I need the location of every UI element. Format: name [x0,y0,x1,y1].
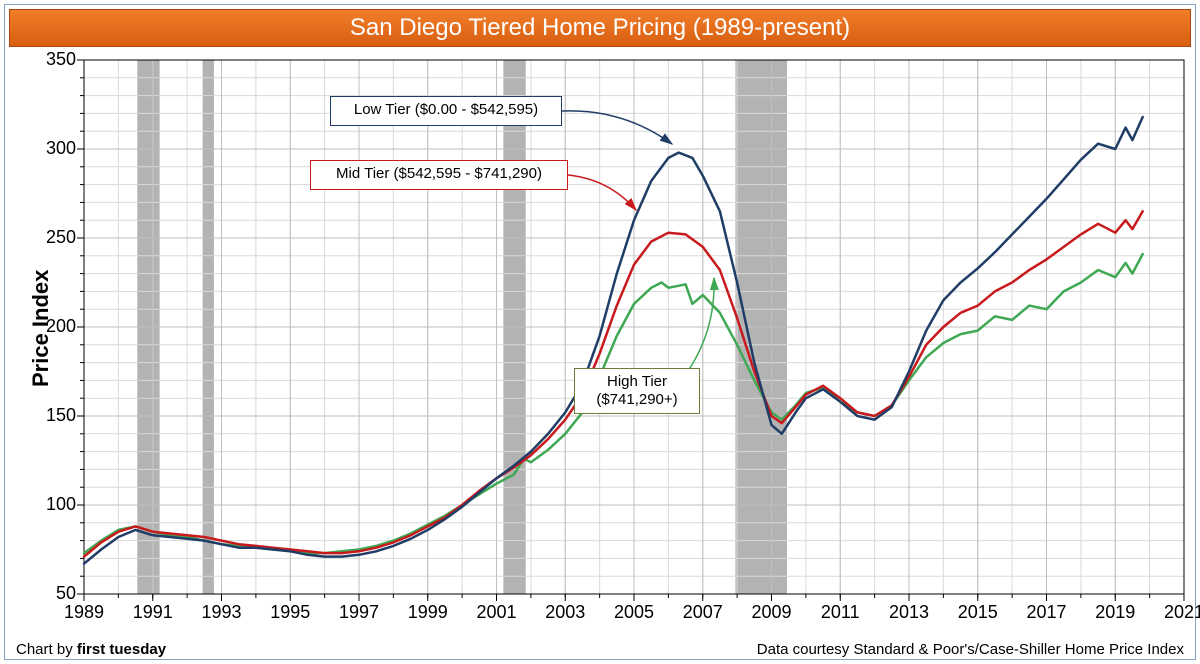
y-tick-label: 300 [26,138,76,159]
y-tick-label: 100 [26,494,76,515]
credit-left-prefix: Chart by [16,641,77,658]
x-tick-label: 1995 [260,602,320,623]
y-tick-label: 250 [26,227,76,248]
x-tick-label: 1989 [54,602,114,623]
x-tick-label: 2019 [1085,602,1145,623]
credit-left-bold: first tuesday [77,641,166,658]
x-tick-label: 1999 [398,602,458,623]
x-tick-label: 2021 [1154,602,1200,623]
x-tick-label: 1991 [123,602,183,623]
credit-left: Chart by first tuesday [16,641,166,658]
x-tick-label: 2009 [742,602,802,623]
x-tick-label: 2001 [467,602,527,623]
x-tick-label: 1997 [329,602,389,623]
x-tick-label: 2003 [535,602,595,623]
x-tick-label: 2013 [879,602,939,623]
annotation-low-tier: Low Tier ($0.00 - $542,595) [330,96,562,126]
x-tick-label: 1993 [192,602,252,623]
y-tick-label: 150 [26,405,76,426]
x-tick-label: 2011 [810,602,870,623]
annotation-high-tier: High Tier ($741,290+) [574,368,700,414]
x-tick-label: 2005 [604,602,664,623]
y-tick-label: 50 [26,583,76,604]
x-tick-label: 2017 [1017,602,1077,623]
credit-right: Data courtesy Standard & Poor's/Case-Shi… [757,641,1184,658]
chart-plot [0,0,1200,664]
annotation-high-line1: High Tier [607,373,667,390]
annotation-high-line2: ($741,290+) [596,391,677,408]
x-tick-label: 2007 [673,602,733,623]
y-tick-label: 350 [26,49,76,70]
annotation-mid-tier: Mid Tier ($542,595 - $741,290) [310,160,568,190]
y-tick-label: 200 [26,316,76,337]
x-tick-label: 2015 [948,602,1008,623]
